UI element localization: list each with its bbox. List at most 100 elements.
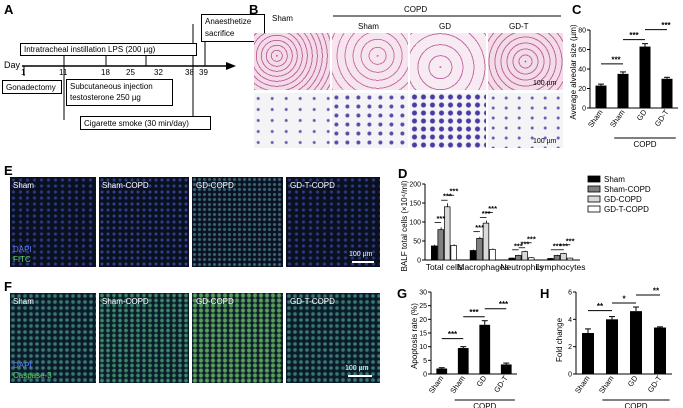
bar [553, 255, 561, 261]
category-label: GD-T [646, 374, 664, 395]
panel-letter-g: G [397, 286, 408, 301]
sig-label: *** [475, 223, 484, 232]
sig-label: *** [611, 55, 621, 64]
bar [560, 253, 567, 261]
y-tick-label: 30 [419, 290, 427, 297]
bar [630, 311, 642, 374]
timeline-arrowhead [226, 62, 236, 70]
e-label-gd-copd: GD-COPD [196, 181, 234, 190]
category-label: GD-T [653, 108, 671, 129]
category-label: GD-T [492, 374, 510, 395]
bar [595, 85, 607, 108]
bar [450, 245, 457, 261]
bar [508, 257, 515, 261]
ihc-image-gd-copd [410, 93, 486, 148]
y-tick-label: 6 [568, 290, 572, 297]
fitc-image-gdt-copd [286, 177, 380, 267]
sig-label: *** [566, 236, 575, 245]
sig-label: *** [629, 31, 639, 40]
f-stain-dapi: DAPI [13, 361, 32, 370]
bar [457, 348, 469, 374]
subcut-text-1: Subcutaneous injection [70, 82, 153, 91]
h-ylabel: Fold change [555, 317, 564, 362]
y-tick-label: 0 [423, 372, 427, 379]
y-tick-label: 20 [419, 317, 427, 324]
category-label: Sham [608, 108, 627, 129]
smoke-box: Cigarette smoke (30 min/day) [80, 116, 211, 130]
gonadectomy-box: Gonadectomy [2, 80, 62, 94]
sig-label: ** [597, 302, 604, 311]
category-label: Total cells [426, 262, 463, 272]
bar [469, 250, 477, 261]
bar [582, 333, 594, 374]
category-label: Sham [573, 374, 592, 395]
category-label: Sham [448, 374, 467, 395]
category-label: GD [635, 108, 649, 123]
e-scale-label: 100 µm [349, 251, 373, 258]
sig-label: *** [436, 214, 445, 223]
sig-label: *** [482, 209, 491, 218]
y-tick-label: 5 [423, 358, 427, 365]
g-ylabel: Apoptosis rate (%) [410, 303, 419, 369]
legend-swatch [587, 195, 601, 203]
he-image-gd-copd [410, 33, 486, 90]
day-18: 18 [101, 68, 110, 77]
panel-letter-e: E [4, 163, 13, 178]
y-tick-label: 50 [413, 239, 421, 246]
y-tick-label: 40 [578, 67, 586, 74]
category-label: GD [475, 374, 489, 389]
legend-label: GD-COPD [604, 195, 642, 204]
sig-label: *** [514, 241, 523, 250]
y-tick-label: 0 [417, 258, 421, 265]
e-label-sham: Sham [13, 181, 34, 190]
y-tick-label: 80 [578, 28, 586, 35]
bar [431, 245, 438, 261]
bar [606, 319, 618, 374]
bar [617, 73, 629, 108]
f-scale-label: 100 µm [345, 365, 369, 372]
b-col-sham: Sham [272, 14, 293, 23]
b-col-gdt: GD-T [509, 22, 529, 31]
sig-label: *** [499, 300, 509, 309]
subcut-text-2: testosterone 250 µg [70, 93, 141, 102]
bar [661, 78, 673, 108]
casp3-image-sham [10, 293, 96, 383]
bar [489, 249, 496, 261]
category-label: Neutrophils [500, 262, 543, 272]
subcutaneous-box: Subcutaneous injection testosterone 250 … [66, 79, 173, 106]
bar [639, 46, 651, 108]
category-label: Lymphocytes [536, 262, 586, 272]
ihc-image-sham-copd [332, 93, 408, 148]
category-label: Sham [597, 374, 616, 395]
e-label-sham-copd: Sham-COPD [102, 181, 149, 190]
casp3-image-gdt-copd [286, 293, 380, 383]
bar [500, 364, 512, 374]
panel-letter-d: D [398, 166, 408, 181]
e-stain-dapi: DAPI [13, 245, 32, 254]
bar [479, 324, 491, 374]
anaesthetize-text: Anaesthetize [205, 17, 252, 26]
y-tick-label: 100 [409, 220, 421, 227]
e-stain-fitc: FITC [13, 255, 31, 264]
e-label-gdt-copd: GD-T-COPD [290, 181, 335, 190]
group-label: COPD [633, 140, 656, 149]
panel-letter-a: A [4, 2, 14, 17]
category-label: GD [626, 374, 640, 389]
legend-label: GD-T-COPD [604, 205, 649, 214]
casp3-image-sham-copd [99, 293, 189, 383]
he-image-sham [254, 33, 330, 90]
bar [436, 368, 448, 374]
y-tick-label: 20 [578, 86, 586, 93]
y-tick-label: 25 [419, 303, 427, 310]
legend-swatch [587, 205, 601, 213]
sacrifice-text: sacrifice [205, 29, 235, 38]
ihc-image-sham [254, 93, 330, 148]
sig-label: *** [559, 241, 568, 250]
ihc-image-gdt-copd [488, 93, 563, 148]
d-ylabel: BALF total cells (×10⁴/ml) [400, 180, 409, 271]
chart-c: Average alveolar size (µm) 0 20 40 60 80 Sham… [569, 21, 678, 149]
legend-label: Sham-COPD [604, 185, 651, 194]
chart-g: Apoptosis rate (%) 0 5 10 15 20 25 30 Sham Sham G… [410, 290, 517, 408]
sig-label: *** [488, 204, 497, 213]
sig-label: *** [469, 308, 479, 317]
